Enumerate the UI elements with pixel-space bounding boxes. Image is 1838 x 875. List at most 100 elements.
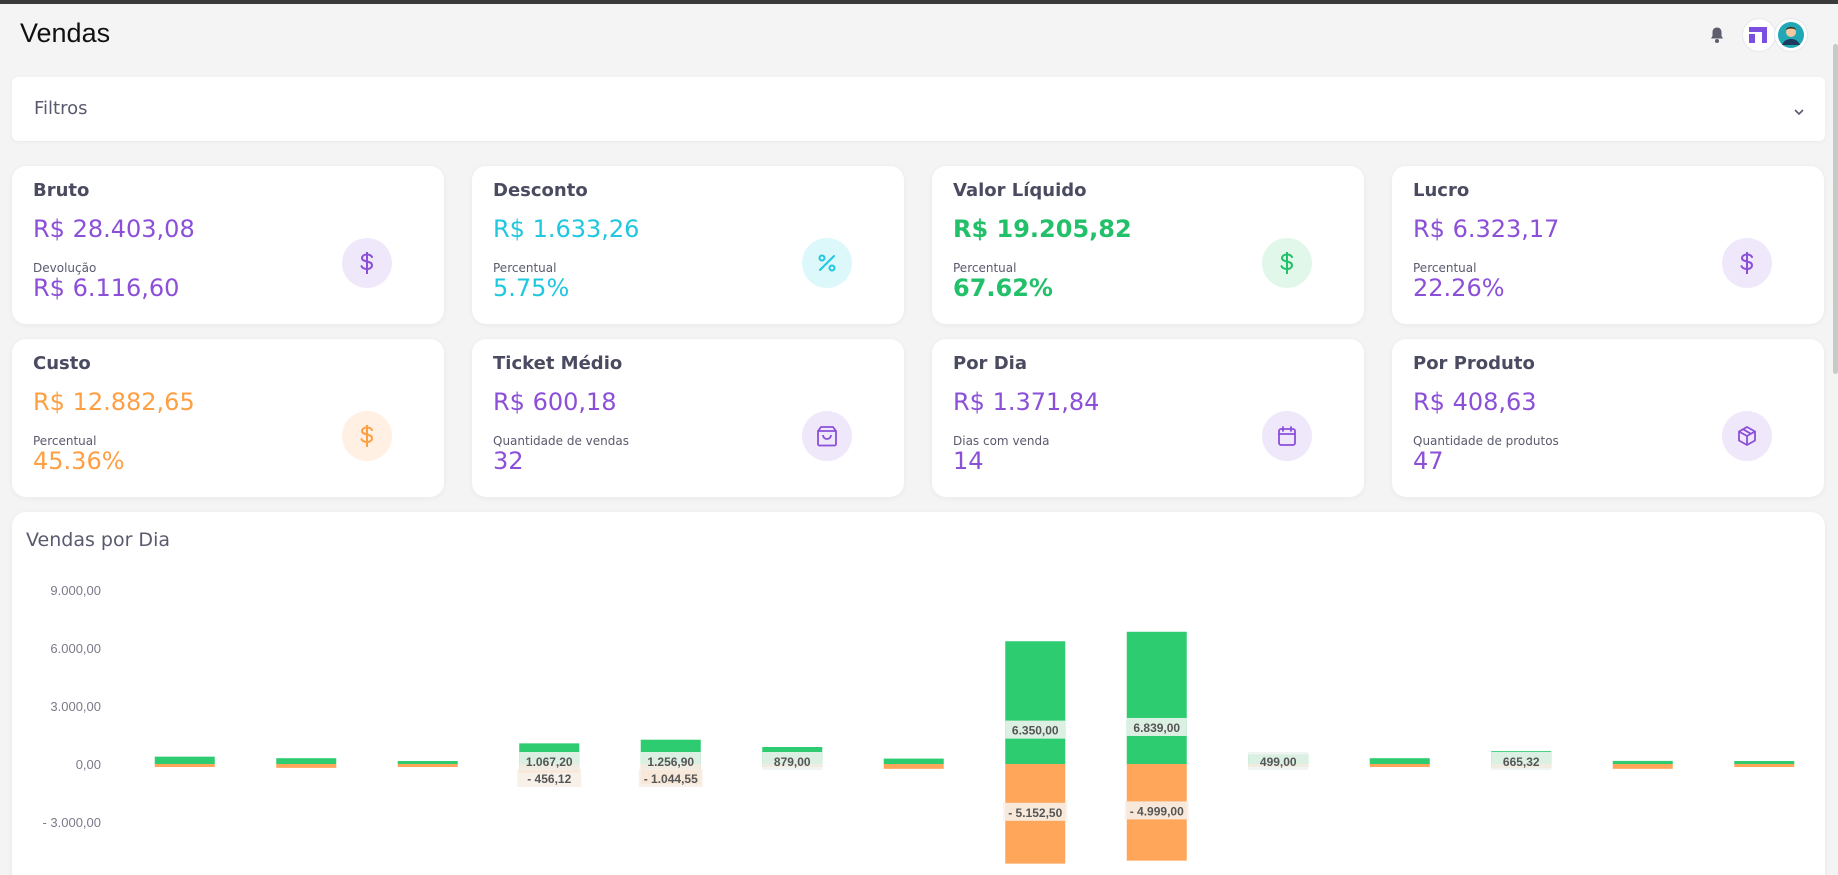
bar-negative	[154, 764, 215, 767]
user-avatar[interactable]	[1774, 18, 1808, 52]
bar-positive	[1612, 760, 1673, 764]
card-sublabel: Percentual	[1413, 261, 1477, 275]
percent-icon	[802, 238, 852, 288]
card-ticket-medio: Ticket Médio R$ 600,18 Quantidade de ven…	[472, 339, 904, 497]
y-tick-label: - 3.000,00	[42, 815, 101, 830]
card-subvalue: R$ 6.116,60	[33, 274, 180, 302]
header-actions	[1706, 18, 1808, 52]
card-title: Por Dia	[953, 353, 1027, 374]
bar-negative	[1734, 764, 1795, 767]
card-title: Por Produto	[1413, 353, 1535, 374]
shopping-bag-icon	[802, 411, 852, 461]
bell-icon[interactable]	[1706, 24, 1728, 46]
card-sublabel: Dias com venda	[953, 434, 1050, 448]
card-value: R$ 1.633,26	[493, 215, 640, 243]
chart-title: Vendas por Dia	[26, 529, 170, 551]
account-avatars[interactable]	[1742, 18, 1808, 52]
data-label-bg	[640, 752, 701, 770]
card-subvalue: 47	[1413, 447, 1444, 475]
data-label-bg	[1003, 802, 1068, 821]
card-title: Custo	[33, 353, 91, 374]
card-sublabel: Percentual	[33, 434, 97, 448]
card-subvalue: 45.36%	[33, 447, 125, 475]
card-title: Ticket Médio	[493, 353, 623, 374]
dollar-icon	[1722, 238, 1772, 288]
bar-positive	[1369, 758, 1430, 764]
page-header: Vendas	[0, 4, 1838, 66]
bar-positive	[1734, 761, 1795, 764]
data-label-negative: - 1.044,55	[644, 772, 698, 786]
card-lucro: Lucro R$ 6.323,17 Percentual 22.26%	[1392, 166, 1824, 324]
card-por-dia: Por Dia R$ 1.371,84 Dias com venda 14	[932, 339, 1364, 497]
data-label-positive: 499,00	[1260, 755, 1297, 769]
card-sublabel: Quantidade de produtos	[1413, 434, 1559, 448]
data-label-bg	[1491, 752, 1552, 770]
bar-negative	[1369, 764, 1430, 767]
card-title: Lucro	[1413, 180, 1470, 201]
data-label-bg	[1126, 717, 1187, 736]
data-label-positive: 879,00	[774, 755, 811, 769]
data-label-negative: - 5.152,50	[1008, 806, 1062, 820]
data-label-bg	[519, 752, 580, 770]
data-label-bg	[1124, 801, 1189, 820]
card-subvalue: 67.62%	[953, 274, 1053, 302]
window-top-border	[0, 0, 1838, 4]
data-label-positive: 6.839,00	[1133, 721, 1180, 735]
page-title: Vendas	[20, 18, 111, 48]
y-tick-label: 0,00	[76, 757, 101, 772]
y-tick-label: 3.000,00	[50, 699, 101, 714]
card-valor-liquido: Valor Líquido R$ 19.205,82 Percentual 67…	[932, 166, 1364, 324]
card-value: R$ 28.403,08	[33, 215, 195, 243]
card-value: R$ 19.205,82	[953, 215, 1132, 243]
dollar-icon	[342, 238, 392, 288]
card-por-produto: Por Produto R$ 408,63 Quantidade de prod…	[1392, 339, 1824, 497]
card-sublabel: Devolução	[33, 261, 97, 275]
bar-negative	[883, 764, 944, 769]
filters-label: Filtros	[34, 98, 88, 119]
data-label-bg	[638, 769, 703, 787]
bar-positive	[154, 756, 215, 764]
card-title: Desconto	[493, 180, 588, 201]
card-value: R$ 600,18	[493, 388, 617, 416]
bar-negative	[276, 764, 337, 768]
filters-panel[interactable]: Filtros	[12, 77, 1825, 141]
bar-positive	[276, 758, 337, 764]
chevron-down-icon[interactable]	[1793, 101, 1805, 120]
card-subvalue: 22.26%	[1413, 274, 1505, 302]
data-label-positive: 665,32	[1503, 755, 1540, 769]
card-value: R$ 12.882,65	[33, 388, 195, 416]
sales-per-day-chart-card: Vendas por Dia 9.000,00 6.000,00 3.000,00 0…	[12, 512, 1825, 875]
card-custo: Custo R$ 12.882,65 Percentual 45.36%	[12, 339, 444, 497]
card-value: R$ 408,63	[1413, 388, 1537, 416]
company-logo	[1742, 18, 1776, 52]
card-subvalue: 32	[493, 447, 524, 475]
y-tick-label: 9.000,00	[50, 583, 101, 598]
card-value: R$ 1.371,84	[953, 388, 1100, 416]
card-desconto: Desconto R$ 1.633,26 Percentual 5.75%	[472, 166, 904, 324]
card-subvalue: 14	[953, 447, 984, 475]
bar-negative	[1612, 764, 1673, 769]
calendar-icon	[1262, 411, 1312, 461]
box-icon	[1722, 411, 1772, 461]
data-label-bg	[517, 769, 582, 787]
card-subvalue: 5.75%	[493, 274, 570, 302]
card-title: Valor Líquido	[953, 180, 1087, 201]
bar-positive	[397, 761, 458, 764]
card-value: R$ 6.323,17	[1413, 215, 1560, 243]
data-label-bg	[1248, 752, 1309, 770]
card-title: Bruto	[33, 180, 90, 201]
sales-per-day-chart: 9.000,00 6.000,00 3.000,00 0,00 - 3.000,00 1.…	[42, 583, 1795, 864]
data-label-negative: - 456,12	[527, 772, 571, 786]
bar-positive	[1005, 641, 1066, 764]
data-label-positive: 1.256,90	[647, 755, 694, 769]
data-label-bg	[1005, 720, 1066, 739]
scrollbar-thumb[interactable]	[1833, 44, 1838, 374]
y-tick-label: 6.000,00	[50, 641, 101, 656]
bar-positive	[883, 758, 944, 764]
card-sublabel: Percentual	[493, 261, 557, 275]
card-sublabel: Percentual	[953, 261, 1017, 275]
data-label-positive: 1.067,20	[526, 755, 573, 769]
card-bruto: Bruto R$ 28.403,08 Devolução R$ 6.116,60	[12, 166, 444, 324]
bar-negative	[397, 764, 458, 767]
data-label-bg	[762, 752, 823, 770]
